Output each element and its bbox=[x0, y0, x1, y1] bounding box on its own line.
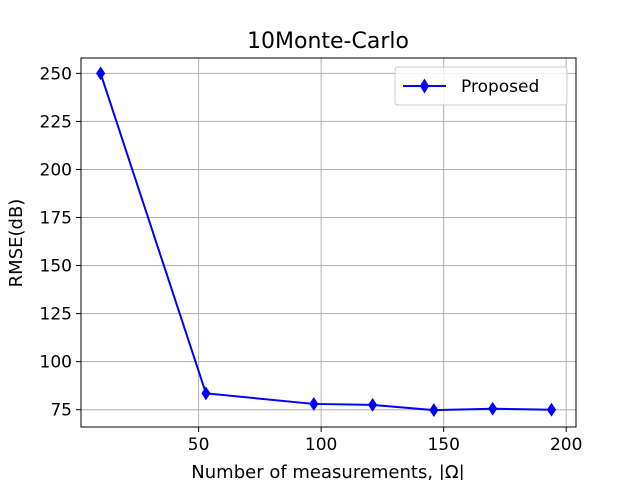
data-point bbox=[488, 401, 498, 416]
legend-box bbox=[394, 66, 568, 106]
series-layer bbox=[96, 66, 557, 417]
y-tick-label: 150 bbox=[40, 257, 72, 277]
y-tick-label: 225 bbox=[40, 112, 72, 132]
chart-title: 10Monte-Carlo bbox=[247, 29, 409, 54]
grid bbox=[81, 58, 576, 427]
data-point bbox=[546, 402, 557, 417]
data-point bbox=[368, 397, 378, 412]
x-axis-label: Number of measurements, |Ω| bbox=[191, 462, 464, 480]
x-tick-label: 50 bbox=[188, 435, 210, 455]
x-tick-label: 150 bbox=[427, 435, 459, 455]
y-tick-label: 250 bbox=[40, 64, 72, 84]
y-tick-label: 125 bbox=[40, 305, 72, 325]
x-axis: 50 100 150 200 bbox=[188, 427, 582, 455]
legend-label: Proposed bbox=[461, 77, 539, 97]
y-axis-label: RMSE(dB) bbox=[6, 199, 27, 288]
legend: Proposed bbox=[394, 66, 568, 106]
x-tick-label: 100 bbox=[305, 435, 337, 455]
y-tick-label: 75 bbox=[50, 401, 72, 421]
y-tick-label: 100 bbox=[40, 353, 72, 373]
data-point bbox=[309, 397, 319, 411]
data-point bbox=[429, 403, 439, 417]
data-point bbox=[96, 66, 106, 81]
y-axis: 75 100 125 150 175 200 225 250 bbox=[40, 64, 81, 421]
y-tick-label: 200 bbox=[40, 160, 72, 180]
series-line bbox=[99, 73, 552, 412]
data-point bbox=[201, 386, 211, 401]
y-tick-label: 175 bbox=[40, 209, 72, 229]
legend-marker bbox=[419, 78, 430, 94]
plot-area-frame bbox=[80, 57, 577, 428]
x-tick-label: 200 bbox=[550, 435, 582, 455]
